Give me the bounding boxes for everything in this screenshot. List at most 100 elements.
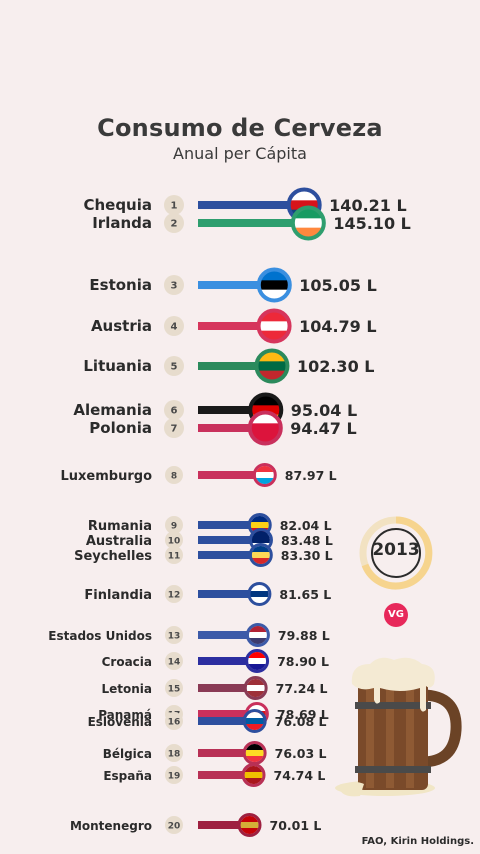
flag-ring (241, 763, 266, 787)
croatia-flag-icon (248, 652, 267, 670)
rank-number: 6 (171, 406, 178, 417)
bar (198, 536, 257, 544)
flag-stripe (251, 546, 270, 553)
flag-stripe (255, 466, 274, 473)
rank-badge (164, 195, 184, 215)
value-label: 94.47 L (290, 419, 356, 438)
rank-number: 15 (168, 685, 181, 695)
bar (198, 771, 250, 779)
flag-stripe (250, 585, 269, 592)
finland-flag-icon (250, 585, 269, 603)
flag-stripe (244, 778, 263, 784)
bar (198, 631, 254, 639)
rank-number: 2 (171, 219, 178, 230)
rank-badge (165, 816, 183, 834)
year-progress-ring (359, 516, 433, 590)
flag-stripe (248, 658, 267, 665)
rank-number: 12 (168, 591, 181, 601)
rank-number: 10 (168, 537, 181, 547)
bar (198, 684, 252, 692)
value-label: 82.04 L (280, 518, 332, 533)
value-label: 102.30 L (297, 357, 375, 376)
flag-ring (247, 410, 283, 446)
country-label: Croacia (102, 655, 152, 669)
flag-stripe (240, 822, 259, 829)
value-label: 140.21 L (329, 196, 407, 215)
bar (198, 406, 262, 414)
bar (198, 322, 271, 330)
flag-stripe (260, 330, 289, 340)
country-label: Montenegro (70, 819, 152, 833)
flag-stripe (250, 591, 269, 598)
country-label: Finlandia (84, 588, 152, 603)
flag-ring (245, 649, 270, 673)
bar (198, 424, 262, 432)
bar (198, 749, 251, 757)
rank-badge (165, 466, 183, 484)
flag-stripe (248, 632, 267, 639)
country-label: Panamá (98, 708, 152, 722)
slovenia-flag-icon (245, 712, 264, 730)
usa-flag-icon (248, 626, 267, 644)
flag-ring (237, 813, 262, 837)
country-label: Seychelles (74, 549, 152, 564)
flag-stripe (251, 423, 280, 434)
value-label: 76.03 L (275, 746, 327, 761)
montenegro-flag-icon (240, 816, 259, 834)
bar (198, 219, 305, 227)
flag-stripe (245, 756, 264, 762)
flag-stripe (260, 280, 289, 291)
rank-badge (165, 679, 183, 697)
flag-stripe (251, 414, 280, 424)
flag-stripe (240, 828, 259, 834)
rank-number: 3 (171, 281, 178, 292)
rank-number: 14 (168, 658, 181, 668)
country-label: Estados Unidos (48, 629, 152, 643)
country-label: Austria (91, 317, 152, 335)
flag-stripe (248, 664, 267, 670)
flag-stripe (257, 370, 286, 380)
flag-stripe (250, 597, 269, 603)
latvia-flag-icon (246, 679, 265, 697)
chart-subtitle: Anual per Cápita (173, 144, 307, 163)
flag-stripe (244, 772, 263, 779)
flag-stripe (245, 750, 264, 757)
flag-stripe (251, 396, 280, 406)
flag-stripe (248, 652, 267, 659)
rank-badge (164, 356, 184, 376)
country-label: Australia (86, 534, 152, 549)
flag-stripe (250, 522, 269, 529)
country-label: Lituania (83, 357, 152, 375)
country-label: Irlanda (92, 214, 152, 232)
lithuania-flag-icon (257, 352, 286, 380)
flag-stripe (257, 361, 286, 372)
rank-badge (165, 626, 183, 644)
value-label: 76.08 L (275, 714, 327, 729)
bar (198, 710, 253, 718)
flag-stripe (246, 685, 265, 692)
flag-ring (256, 308, 292, 344)
value-label: 105.05 L (299, 276, 377, 295)
bar (198, 551, 257, 559)
flag-stripe (246, 679, 265, 686)
bar (198, 590, 256, 598)
bar (198, 201, 301, 209)
rank-badge (165, 585, 183, 603)
rank-number: 5 (171, 362, 178, 373)
luxembourg-flag-icon (255, 466, 274, 484)
estonia-flag-icon (260, 271, 289, 299)
poland-flag-icon (251, 414, 280, 442)
flag-stripe (260, 271, 289, 281)
flag-stripe (260, 321, 289, 332)
value-label: 79.88 L (278, 628, 330, 643)
rank-number: 8 (171, 472, 177, 482)
value-label: 83.48 L (281, 533, 333, 548)
country-label: Polonia (89, 419, 152, 437)
rank-number: 13 (168, 632, 181, 642)
rank-badge (165, 531, 183, 549)
country-label: Rumania (88, 519, 152, 534)
flag-stripe (251, 432, 280, 442)
flag-stripe (260, 289, 289, 299)
bar (198, 521, 256, 529)
bar (198, 281, 271, 289)
